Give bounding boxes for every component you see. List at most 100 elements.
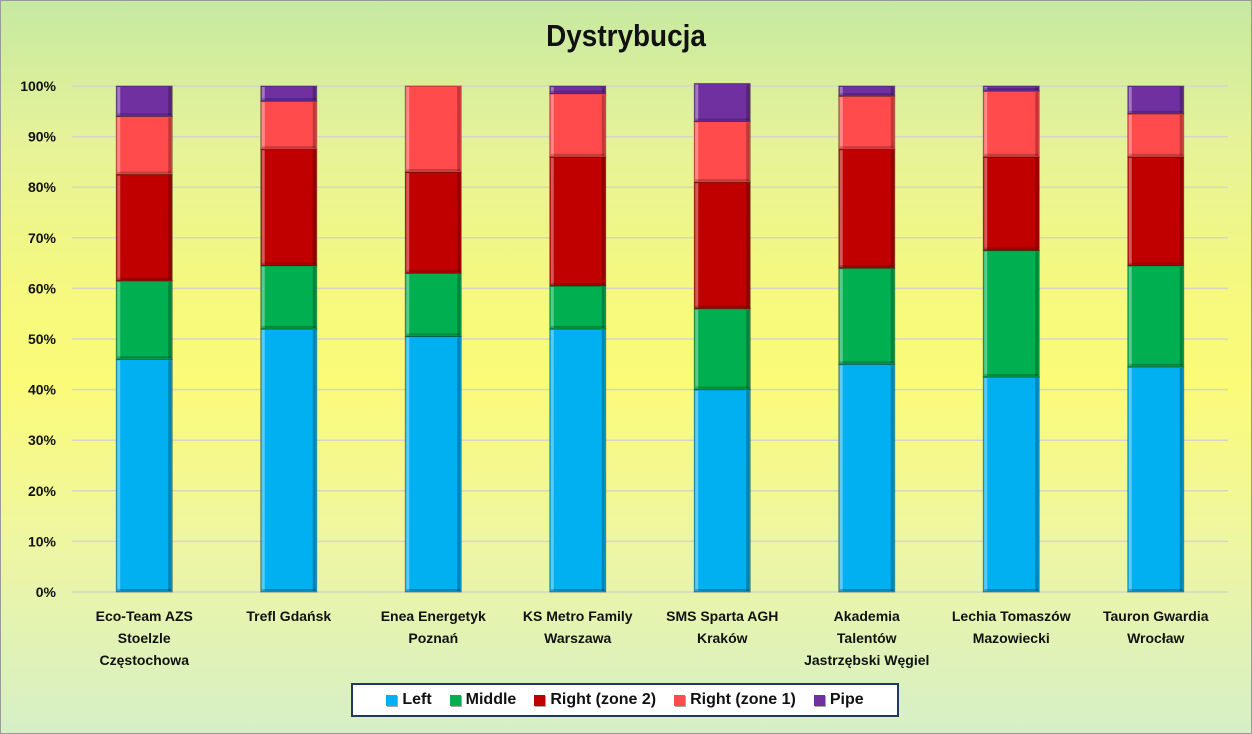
bar-segment — [838, 95, 896, 150]
y-tick-label: 60% — [28, 280, 57, 296]
y-tick-label: 100% — [20, 78, 56, 94]
x-tick-label: Trefl Gdańsk — [246, 608, 331, 624]
bar-bevel — [984, 373, 1039, 376]
bar-bevel — [839, 361, 894, 364]
bar-bevel — [1128, 262, 1183, 265]
bar-segment — [549, 328, 607, 593]
bar-bevel — [312, 329, 316, 591]
bar-segment — [693, 82, 751, 122]
chart-title: Dystrybucja — [546, 18, 706, 53]
bar-bevel — [1035, 157, 1039, 250]
bar-bevel — [261, 87, 265, 101]
bar-bevel — [550, 282, 605, 285]
bar-bevel — [984, 153, 1039, 156]
y-tick-label: 0% — [36, 584, 57, 600]
bar-bevel — [168, 117, 172, 174]
bar-bevel — [984, 377, 988, 591]
bar-segment — [693, 181, 751, 310]
bar-bevel — [1128, 87, 1132, 113]
x-tick-label: Enea Energetyk — [381, 608, 486, 624]
bar-bevel — [550, 589, 605, 591]
bar-bevel — [406, 274, 410, 336]
bar-bevel — [406, 173, 410, 273]
bar-bevel — [839, 150, 843, 268]
bar-bevel — [746, 183, 750, 308]
bar-bevel — [261, 98, 316, 101]
bar-segment — [693, 389, 751, 593]
bar-bevel — [550, 157, 554, 285]
y-tick-label: 30% — [28, 432, 57, 448]
bar-bevel — [457, 173, 461, 273]
y-tick-label: 90% — [28, 129, 57, 145]
bar-bevel — [984, 88, 1039, 91]
x-tick-label: SMS Sparta AGH — [666, 608, 778, 624]
bar-segment — [115, 115, 173, 176]
bar-segment — [1127, 366, 1185, 593]
bar-bevel — [117, 113, 172, 116]
bar-bevel — [839, 146, 894, 149]
bar-bevel — [312, 102, 316, 149]
legend-item: Right (zone 1) — [674, 691, 796, 709]
bar-segment — [982, 85, 1040, 92]
bar-bevel — [601, 329, 605, 591]
bar-bevel — [746, 390, 750, 591]
bar-bevel — [695, 183, 699, 308]
legend-swatch — [813, 694, 825, 706]
bar-bevel — [695, 305, 750, 308]
bar-bevel — [261, 150, 265, 265]
bar-bevel — [984, 157, 988, 250]
bar-segment — [549, 156, 607, 287]
bar-bevel — [261, 102, 265, 149]
bar-bevel — [168, 360, 172, 591]
bar-bevel — [984, 251, 988, 376]
bar-bevel — [117, 277, 172, 280]
bar-segment — [260, 265, 318, 330]
y-tick-label: 20% — [28, 483, 57, 499]
x-tick-label: Jastrzębski Węgiel — [804, 652, 929, 668]
legend-label: Middle — [465, 691, 517, 708]
bar-bevel — [695, 122, 699, 182]
bar-bevel — [1128, 363, 1183, 366]
bar-bevel — [117, 175, 121, 280]
bar-bevel — [261, 589, 316, 591]
bar-bevel — [261, 266, 265, 328]
legend-item: Middle — [449, 691, 517, 709]
x-tick-label: KS Metro Family — [523, 608, 633, 624]
legend-swatch — [449, 694, 461, 706]
bar-bevel — [1128, 266, 1132, 366]
x-tick-label: Mazowiecki — [973, 630, 1050, 646]
y-tick-label: 10% — [28, 533, 57, 549]
bar-bevel — [695, 390, 699, 591]
y-tick-label: 70% — [28, 230, 57, 246]
bar-segment — [982, 376, 1040, 593]
x-tick-label: Akademia — [834, 608, 900, 624]
bar-bevel — [746, 84, 750, 121]
bar-bevel — [168, 87, 172, 116]
bar-segment — [1127, 113, 1185, 158]
bar-bevel — [984, 247, 1039, 250]
bar-bevel — [839, 93, 894, 96]
bar-bevel — [457, 337, 461, 591]
bar-bevel — [1035, 87, 1039, 91]
bar-bevel — [550, 329, 554, 591]
bar-bevel — [695, 118, 750, 121]
bar-segment — [549, 93, 607, 158]
bar-bevel — [1179, 87, 1183, 113]
bar-bevel — [406, 169, 461, 172]
bar-bevel — [550, 87, 554, 93]
bar-bevel — [117, 87, 121, 116]
bar-bevel — [695, 309, 699, 389]
bar-bevel — [839, 365, 843, 591]
legend-swatch — [674, 694, 686, 706]
bar-segment — [115, 174, 173, 282]
bar-bevel — [312, 150, 316, 265]
bar-segment — [1127, 265, 1185, 368]
bar-bevel — [168, 281, 172, 359]
legend-label: Right (zone 2) — [550, 691, 657, 708]
legend-item: Right (zone 2) — [534, 691, 656, 709]
x-tick-label: Warszawa — [544, 630, 611, 646]
bar-segment — [404, 85, 462, 173]
legend-item: Pipe — [813, 691, 864, 709]
bar-bevel — [1179, 114, 1183, 156]
